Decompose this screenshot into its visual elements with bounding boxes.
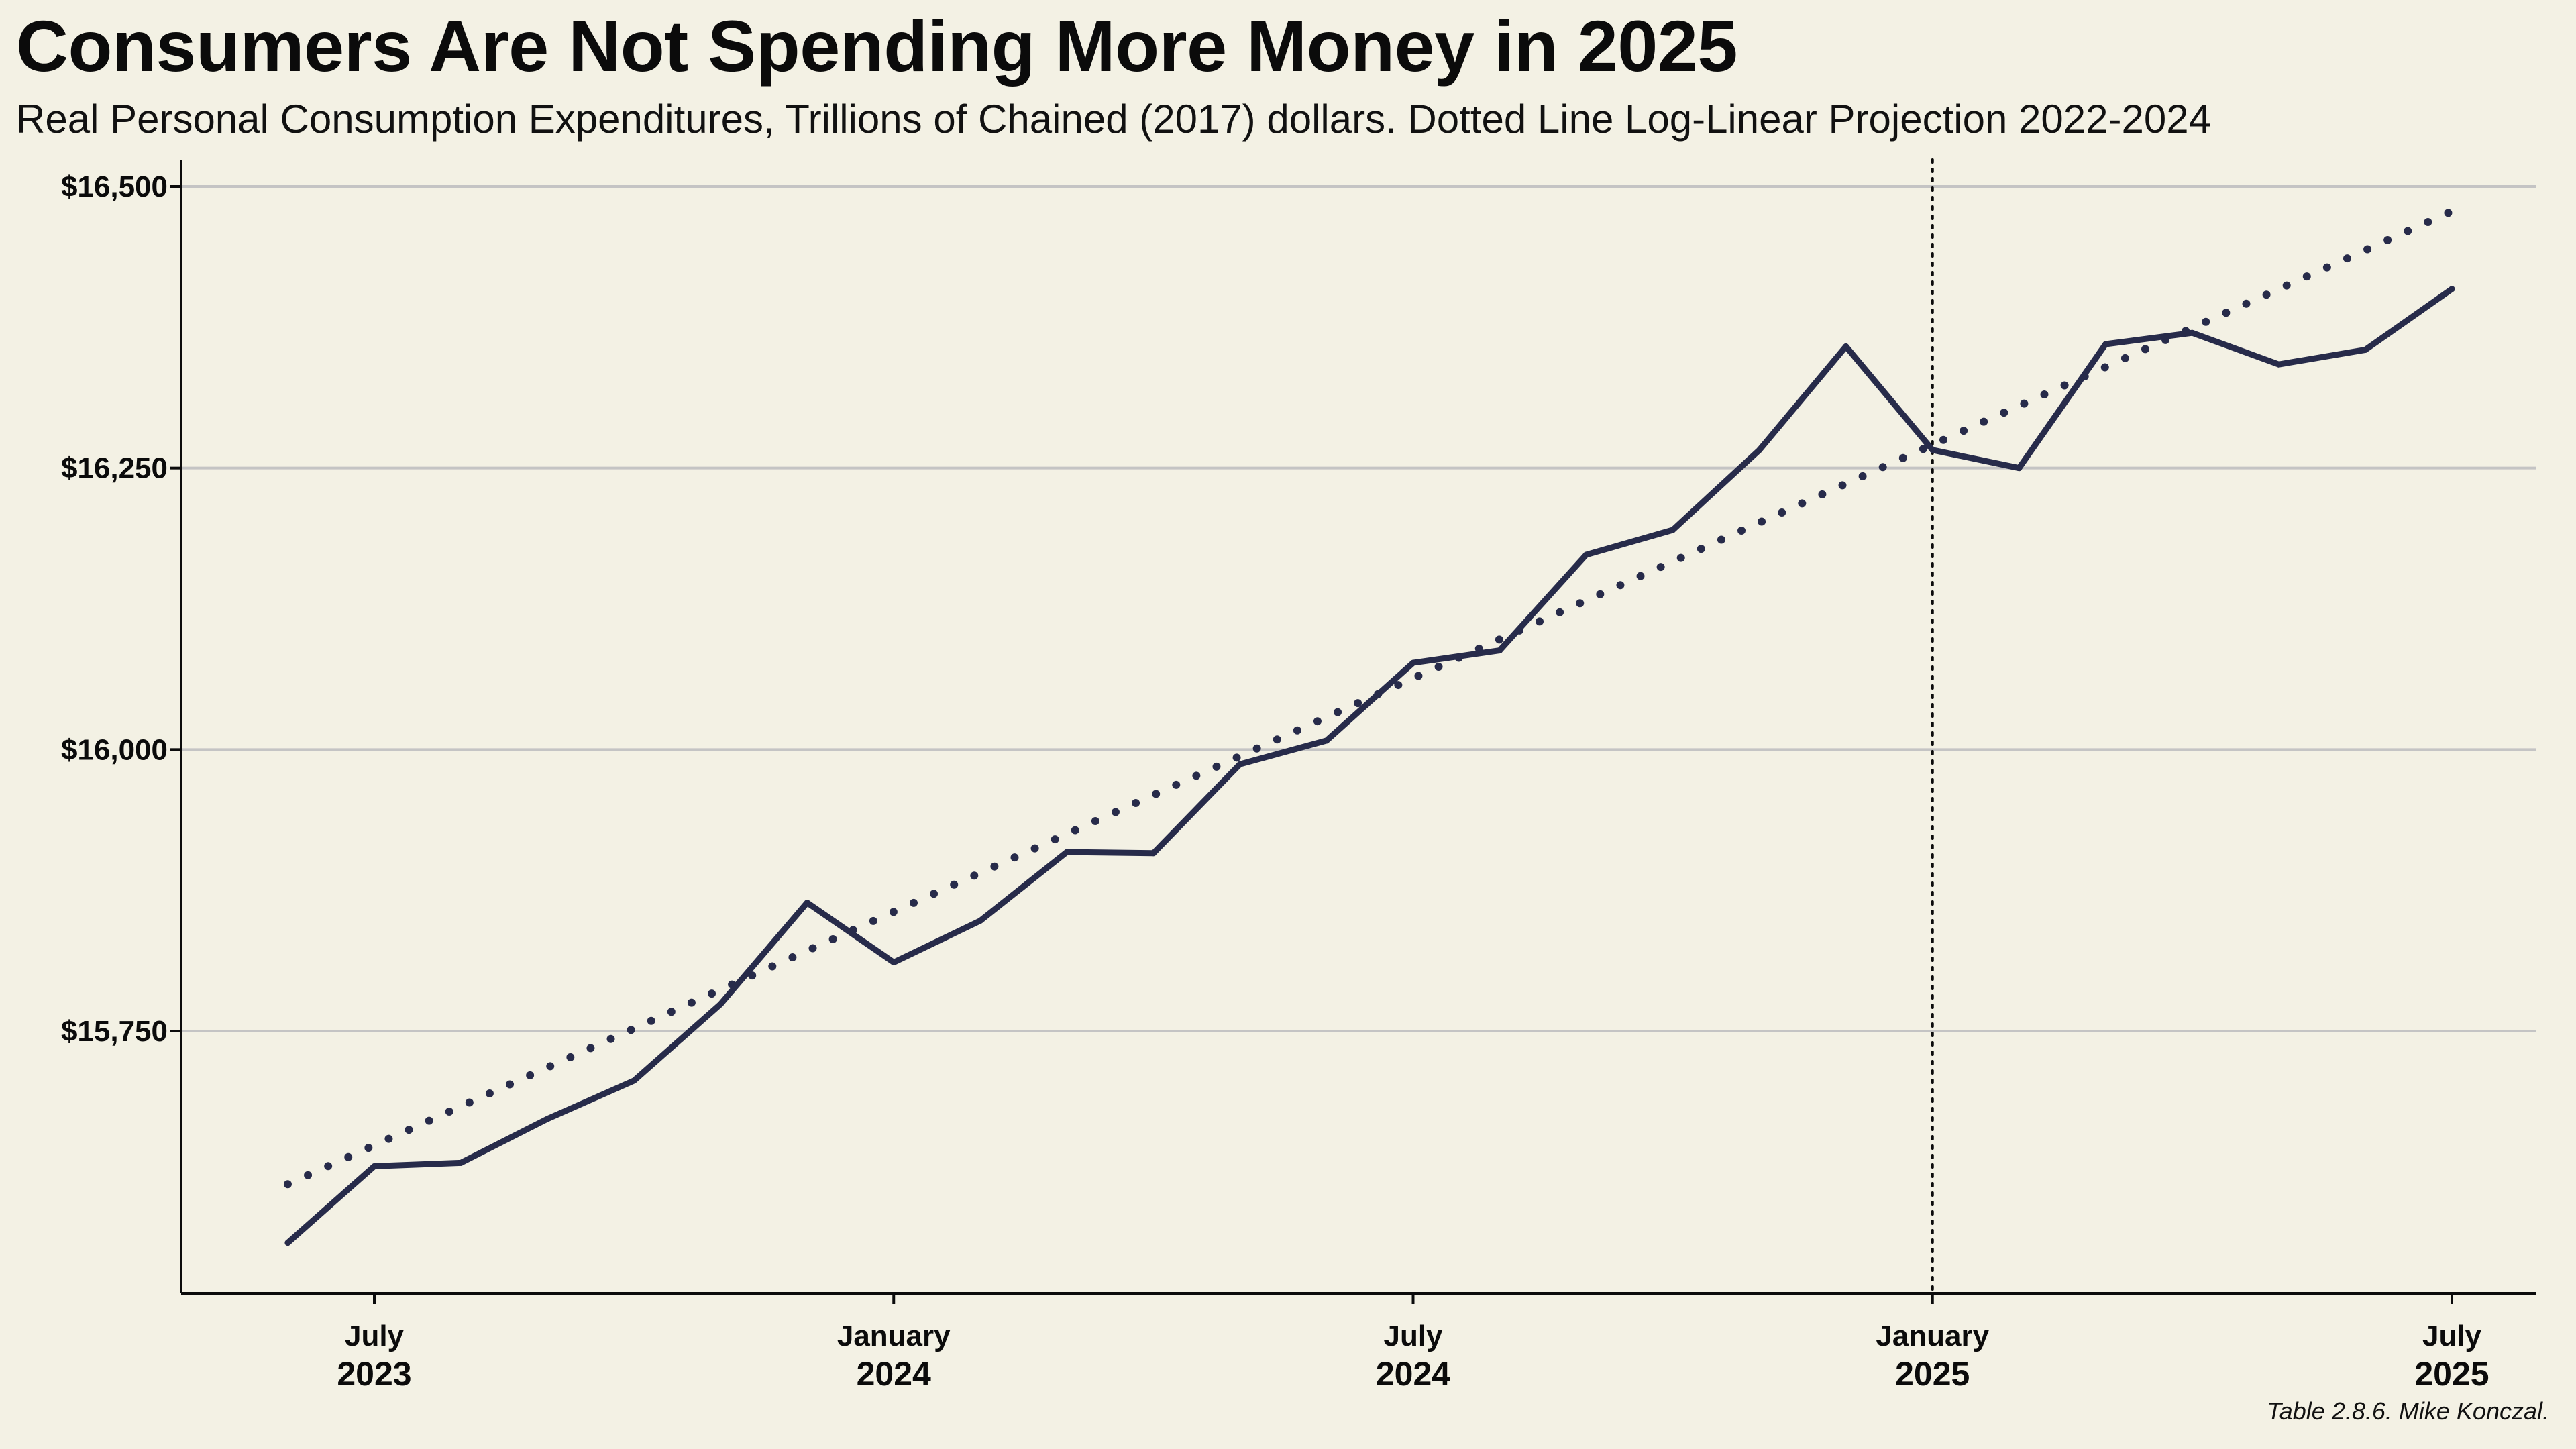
data-point	[284, 1240, 291, 1246]
chart-subtitle: Real Personal Consumption Expenditures, …	[16, 97, 2211, 142]
x-tick-label-month: July	[345, 1320, 405, 1352]
x-tick-label-year: 2025	[1895, 1355, 1970, 1393]
data-point	[1843, 343, 1849, 350]
data-point	[544, 1116, 551, 1122]
data-point	[2275, 361, 2282, 368]
x-tick-label-year: 2023	[337, 1355, 411, 1393]
y-tick-label: $16,500	[61, 170, 168, 203]
x-tick-label-year: 2024	[1376, 1355, 1450, 1393]
data-point	[1929, 447, 1936, 453]
data-point	[1236, 761, 1243, 767]
y-tick-label: $16,000	[61, 733, 168, 766]
data-point	[2102, 341, 2109, 347]
data-point	[890, 959, 897, 966]
y-tick-label: $15,750	[61, 1015, 168, 1048]
x-tick-label-month: July	[2422, 1320, 2482, 1352]
grid-lines	[181, 185, 2536, 1032]
data-point	[1323, 737, 1330, 744]
data-point	[2362, 346, 2369, 353]
source-caption: Table 2.8.6. Mike Konczal.	[2267, 1397, 2549, 1425]
data-point	[2189, 329, 2196, 336]
x-tick-label-month: July	[1383, 1320, 1443, 1352]
data-point	[2449, 286, 2455, 292]
data-point	[371, 1163, 378, 1169]
data-point	[977, 917, 983, 924]
y-tick-label: $16,250	[61, 452, 168, 485]
data-point	[1063, 849, 1070, 855]
data-point	[1583, 551, 1590, 558]
data-point	[631, 1077, 637, 1084]
x-tick-label-month: January	[1876, 1320, 1989, 1352]
data-point	[458, 1159, 464, 1166]
x-tick-labels: July2023January2024July2024January2025Ju…	[337, 1320, 2489, 1393]
y-tick-labels: $15,750 $16,000 $16,250 $16,500	[61, 170, 168, 1048]
data-point	[2016, 465, 2023, 472]
projection-line	[283, 207, 2456, 1189]
data-point	[1497, 647, 1503, 654]
chart-title: Consumers Are Not Spending More Money in…	[16, 5, 1737, 87]
data-point	[1756, 447, 1763, 453]
x-tick-label-month: January	[837, 1320, 951, 1352]
data-point	[1410, 659, 1416, 666]
axes	[170, 160, 2536, 1304]
series-group	[283, 207, 2456, 1246]
x-tick-label-year: 2025	[2414, 1355, 2489, 1393]
pce-series-line	[284, 286, 2455, 1246]
data-point	[1670, 527, 1676, 533]
data-point	[1150, 850, 1157, 857]
data-point	[717, 1001, 724, 1008]
x-tick-label-year: 2024	[857, 1355, 931, 1393]
data-point	[804, 900, 810, 906]
